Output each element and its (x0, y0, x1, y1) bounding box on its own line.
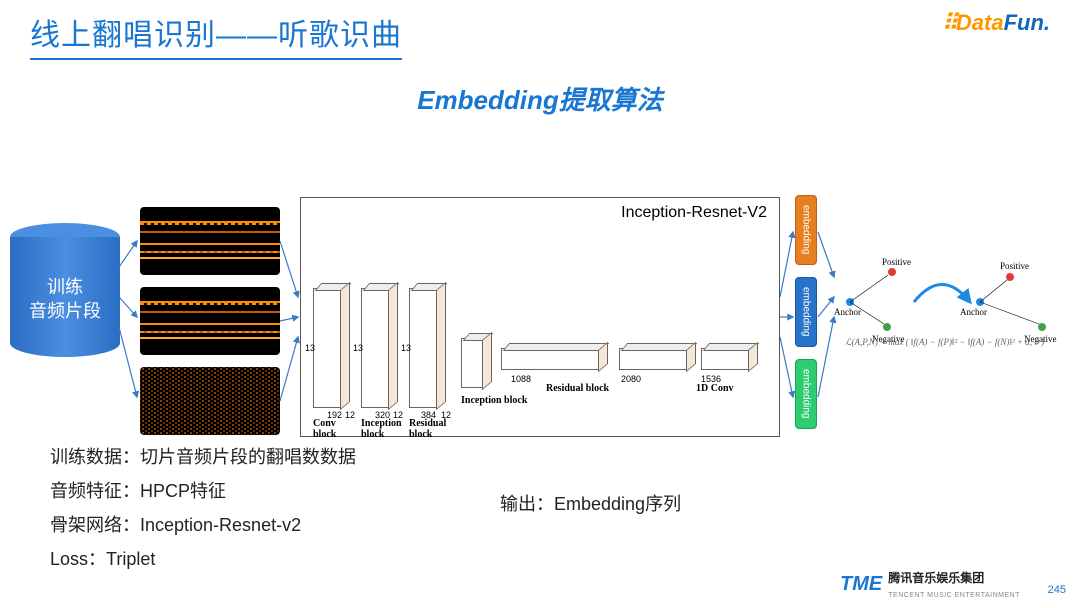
subtitle: Embedding提取算法 (0, 80, 1080, 117)
tme-en: TENCENT MUSIC ENTERTAINMENT (888, 592, 1020, 599)
residual-block-2 (501, 348, 601, 370)
page-number: 245 (1048, 584, 1066, 596)
blk-label: Residual block (409, 418, 446, 440)
text-line-2: 骨架网络：Inception-Resnet-v2 (50, 508, 356, 542)
dim: 13 (401, 343, 411, 353)
dim: 1088 (511, 374, 531, 384)
logo-dots: ⠿ (942, 10, 956, 35)
block-sb3 (619, 348, 689, 370)
dim: 13 (305, 343, 315, 353)
embedding-box-2: embedding (795, 277, 817, 347)
text-section: 训练数据：切片音频片段的翻唱数数据 音频特征：HPCP特征 骨架网络：Incep… (50, 440, 356, 576)
text-line-1: 音频特征：HPCP特征 (50, 474, 356, 508)
inception-block (361, 288, 391, 408)
logo-suffix: Fun. (1004, 10, 1050, 35)
blk-label: 1D Conv (696, 383, 734, 394)
inception-block-2 (461, 338, 485, 388)
blk-label: Conv block (313, 418, 336, 440)
text-line-0: 训练数据：切片音频片段的翻唱数数据 (50, 440, 356, 474)
svg-text:Positive: Positive (882, 257, 911, 267)
footer-logo: TME 腾讯音乐娱乐集团 TENCENT MUSIC ENTERTAINMENT (840, 569, 1020, 600)
embedding-box-1: embedding (795, 195, 817, 265)
text-line-3: Loss：Triplet (50, 542, 356, 576)
dim: 12 (345, 410, 355, 420)
embedding-column: embedding embedding embedding (795, 195, 817, 429)
blk-label: Residual block (546, 383, 609, 394)
header: 线上翻唱识别——听歌识曲 ⠿DataFun. (0, 0, 1080, 60)
page-title: 线上翻唱识别——听歌识曲 (30, 10, 402, 60)
svg-text:Anchor: Anchor (834, 307, 861, 317)
blk-label: Inception block (461, 395, 527, 406)
tme-cn: 腾讯音乐娱乐集团 (888, 571, 984, 585)
blk-label: Inception block (361, 418, 402, 440)
residual-block (409, 288, 439, 408)
conv-block (313, 288, 343, 408)
datafun-logo: ⠿DataFun. (942, 10, 1050, 36)
output-line: 输出：Embedding序列 (500, 490, 681, 516)
tme-glyph: TME (840, 573, 882, 596)
embedding-box-3: embedding (795, 359, 817, 429)
svg-text:Anchor: Anchor (960, 307, 987, 317)
triplet-loss-formula: ℒ(A,P,N) = max ( ‖f(A) − f(P)‖² − ‖f(A) … (845, 337, 1044, 348)
logo-prefix: Data (956, 10, 1004, 35)
architecture-diagram: 训练 音频片段 Inception-Resnet-V2 (0, 127, 1080, 427)
dim: 13 (353, 343, 363, 353)
svg-text:Positive: Positive (1000, 261, 1029, 271)
network-title: Inception-Resnet-V2 (621, 204, 767, 222)
network-box: Inception-Resnet-V2 13 13 13 192 12 320 … (300, 197, 780, 437)
conv1d-block (701, 348, 751, 370)
dim: 2080 (621, 374, 641, 384)
